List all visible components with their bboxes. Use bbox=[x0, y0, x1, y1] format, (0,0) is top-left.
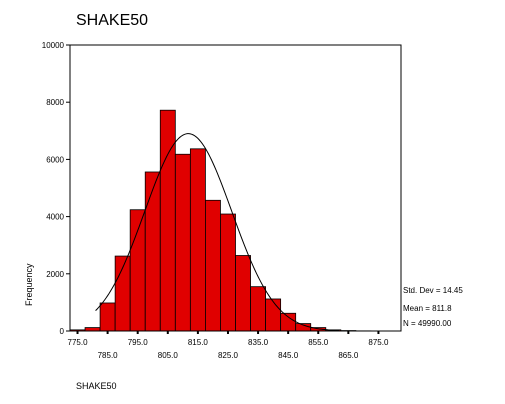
x-tick-labels: 775.0 795.0 815.0 835.0 855.0 875.0 785.0 805.0… bbox=[68, 338, 389, 360]
n-label: N = 49990.00 bbox=[403, 319, 452, 328]
histogram-bar bbox=[144, 171, 161, 332]
histogram-bar bbox=[129, 209, 146, 332]
y-tick-label: 0 bbox=[60, 327, 65, 336]
y-tick-label: 8000 bbox=[46, 98, 64, 107]
x-tick-label: 795.0 bbox=[128, 338, 149, 347]
x-tick-label: 855.0 bbox=[308, 338, 329, 347]
x-tick-label: 835.0 bbox=[248, 338, 269, 347]
x-tick-label: 775.0 bbox=[68, 338, 89, 347]
x-tick-label: 785.0 bbox=[98, 351, 119, 360]
normal-curve bbox=[95, 133, 340, 332]
y-tick-label: 4000 bbox=[46, 213, 64, 222]
histogram-bar bbox=[189, 148, 206, 332]
histogram-bar bbox=[265, 298, 282, 332]
mean-label: Mean = 811.8 bbox=[403, 304, 452, 313]
bars-group bbox=[69, 109, 372, 332]
x-axis-title: SHAKE50 bbox=[76, 381, 117, 391]
histogram-bar bbox=[99, 302, 116, 332]
y-tick-label: 6000 bbox=[46, 155, 64, 164]
axes-group bbox=[66, 44, 402, 334]
histogram-bar bbox=[280, 312, 297, 332]
x-tick-label: 875.0 bbox=[368, 338, 389, 347]
y-tick-label: 10000 bbox=[42, 41, 65, 50]
std-dev-label: Std. Dev = 14.45 bbox=[403, 286, 463, 295]
y-tick-label: 2000 bbox=[46, 270, 64, 279]
histogram-bar bbox=[84, 327, 101, 332]
histogram-bar bbox=[205, 199, 221, 332]
x-tick-label: 805.0 bbox=[158, 351, 179, 360]
histogram-bar bbox=[220, 213, 236, 332]
x-tick-label: 845.0 bbox=[278, 351, 299, 360]
histogram-bar bbox=[174, 153, 191, 332]
x-tick-label: 865.0 bbox=[338, 351, 359, 360]
histogram-bar bbox=[159, 109, 176, 332]
y-tick-labels: 0 2000 4000 6000 8000 10000 bbox=[42, 41, 65, 336]
histogram-bar bbox=[235, 255, 251, 332]
plot-frame bbox=[69, 44, 402, 332]
x-tick-label: 815.0 bbox=[188, 338, 209, 347]
histogram-bar bbox=[250, 286, 266, 332]
chart-title: SHAKE50 bbox=[76, 12, 149, 29]
x-tick-label: 825.0 bbox=[218, 351, 239, 360]
